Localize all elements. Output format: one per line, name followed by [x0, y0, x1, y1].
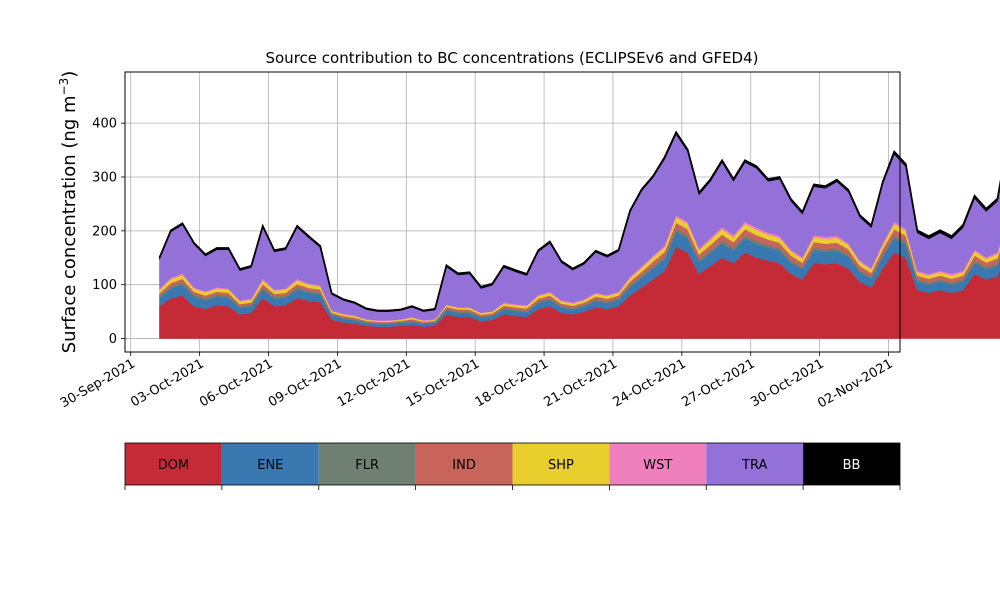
legend-swatch-ene: [221, 443, 319, 485]
legend-label: SHP: [548, 458, 574, 473]
legend-label: ENE: [257, 458, 283, 473]
x-tick-label: 30-Oct-2021: [748, 356, 826, 410]
x-tick-label: 02-Nov-2021: [815, 356, 895, 411]
y-tick-label: 300: [92, 171, 117, 186]
total-line: [158, 130, 1000, 312]
x-tick-label: 30-Sep-2021: [58, 356, 138, 411]
plot-frame: [124, 71, 901, 353]
legend-label: DOM: [158, 458, 189, 473]
x-tick-label: 24-Oct-2021: [610, 356, 688, 410]
legend-label: FLR: [355, 458, 379, 473]
legend-swatch-ind: [415, 443, 513, 485]
y-axis-label: Surface concentration (ng m−3): [57, 71, 80, 354]
y-tick-label: 100: [92, 278, 117, 293]
legend-label: WST: [643, 458, 672, 473]
legend-label: BB: [843, 458, 861, 473]
y-tick-label: 400: [92, 117, 117, 132]
legend: DOM ENE FLR IND SHP WST TRA BB: [124, 442, 901, 490]
legend-label: TRA: [741, 458, 767, 473]
legend-label: IND: [452, 458, 476, 473]
x-tick-label: 03-Oct-2021: [128, 356, 206, 410]
y-tick-label: 0: [109, 332, 117, 347]
y-tick-label: 200: [92, 224, 117, 239]
legend-swatch-flr: [318, 443, 416, 485]
x-tick-label: 06-Oct-2021: [197, 356, 275, 410]
stacked-areas: [159, 131, 1000, 339]
x-tick-label: 15-Oct-2021: [404, 356, 482, 410]
x-tick-label: 09-Oct-2021: [266, 356, 344, 410]
legend-swatch-wst: [609, 443, 707, 485]
x-tick-label: 18-Oct-2021: [473, 356, 551, 410]
x-axis: 30-Sep-202103-Oct-202106-Oct-202109-Oct-…: [58, 352, 896, 411]
y-axis: 0 100 200 300 400: [92, 117, 125, 347]
legend-swatch-shp: [512, 443, 610, 485]
x-tick-label: 27-Oct-2021: [679, 356, 757, 410]
legend-swatch-dom: [125, 443, 222, 485]
legend-swatch-bb: [803, 443, 900, 485]
x-tick-label: 12-Oct-2021: [335, 356, 413, 410]
legend-swatch-tra: [706, 443, 804, 485]
x-tick-label: 21-Oct-2021: [542, 356, 620, 410]
chart-title: Source contribution to BC concentrations…: [265, 49, 758, 67]
